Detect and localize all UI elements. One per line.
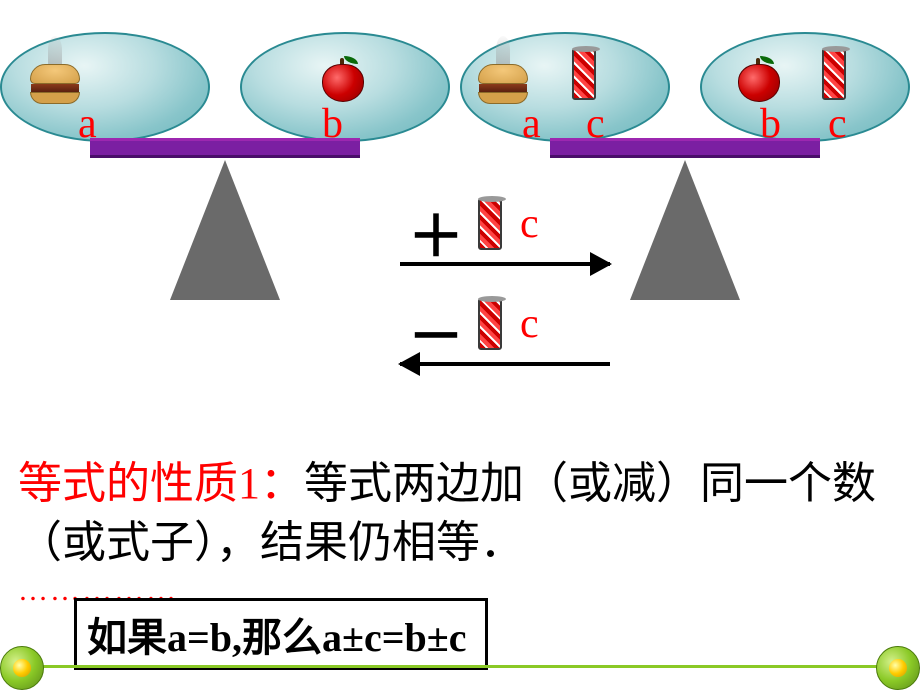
burger-icon bbox=[478, 64, 528, 104]
can-icon bbox=[572, 48, 596, 100]
minus-sign: － bbox=[408, 292, 464, 373]
label-b: b bbox=[760, 100, 781, 148]
property-text: 等式的性质1：等式两边加（或减）同一个数（或式子），结果仍相等． bbox=[18, 454, 898, 573]
burger-icon bbox=[30, 64, 80, 104]
label-b: b bbox=[322, 100, 343, 148]
label-a: a bbox=[78, 100, 97, 148]
apple-icon bbox=[738, 60, 780, 102]
balance-scale-right: a c b c bbox=[460, 10, 920, 290]
balance-beam bbox=[90, 138, 360, 158]
bottom-line bbox=[22, 665, 898, 668]
pan-right-b bbox=[240, 32, 450, 142]
property-label: 等式的性质1： bbox=[18, 459, 304, 508]
arrow-right-icon bbox=[400, 262, 610, 266]
label-a: a bbox=[522, 100, 541, 148]
pan-right-bc bbox=[700, 32, 910, 142]
plus-sign: ＋ bbox=[408, 192, 464, 273]
fulcrum-icon bbox=[170, 160, 280, 300]
balance-scale-left: a b bbox=[0, 10, 450, 290]
formula-box: 如果a=b,那么a±c=b±c bbox=[74, 598, 488, 670]
can-icon bbox=[478, 198, 502, 250]
fulcrum-icon bbox=[630, 160, 740, 300]
apple-icon bbox=[322, 60, 364, 102]
pan-left-ac bbox=[460, 32, 670, 142]
pan-left-a bbox=[0, 32, 210, 142]
label-c: c bbox=[586, 100, 605, 148]
can-icon bbox=[478, 298, 502, 350]
corner-dot-left bbox=[0, 646, 44, 690]
label-c: c bbox=[828, 100, 847, 148]
label-c-minus: c bbox=[520, 300, 539, 348]
can-icon bbox=[822, 48, 846, 100]
label-c-plus: c bbox=[520, 200, 539, 248]
corner-dot-right bbox=[876, 646, 920, 690]
